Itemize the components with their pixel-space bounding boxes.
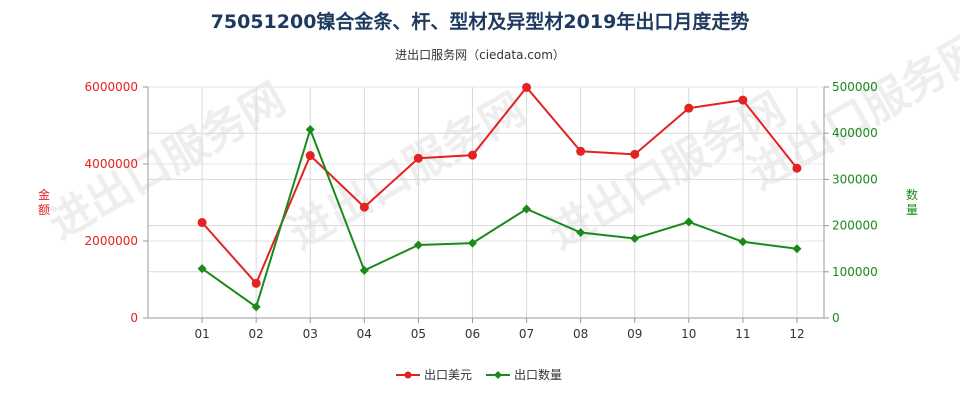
x-tick-label: 06 xyxy=(465,327,480,341)
series-line-export-quantity xyxy=(201,126,798,309)
x-tick-label: 12 xyxy=(789,327,804,341)
x-tick-label: 11 xyxy=(735,327,750,341)
data-point-export-usd[interactable] xyxy=(413,153,423,163)
legend-marker-export-quantity[interactable] xyxy=(494,371,502,379)
y-right-tick-label: 300000 xyxy=(832,172,878,186)
y-left-tick-label: 4000000 xyxy=(85,157,138,171)
legend[interactable]: 出口美元 出口数量 xyxy=(396,367,562,382)
legend-marker-export-usd[interactable] xyxy=(404,371,412,379)
data-point-export-quantity[interactable] xyxy=(792,244,802,254)
data-point-export-quantity[interactable] xyxy=(684,217,694,227)
data-point-export-quantity[interactable] xyxy=(413,240,423,250)
data-point-export-usd[interactable] xyxy=(197,218,207,228)
axes: 0 2000000 4000000 6000000 0 100000 200000 30000… xyxy=(38,80,918,341)
data-point-export-usd[interactable] xyxy=(359,202,369,212)
watermark-text: 进出口服务网 xyxy=(280,83,534,259)
y-left-tick-label: 2000000 xyxy=(85,234,138,248)
data-point-export-usd[interactable] xyxy=(467,150,477,160)
data-point-export-usd[interactable] xyxy=(305,151,315,161)
y-right-axis-title: 数量 xyxy=(906,187,918,217)
x-tick-label: 01 xyxy=(194,327,209,341)
series-line-export-usd xyxy=(201,85,798,286)
data-point-export-quantity[interactable] xyxy=(576,228,586,238)
x-tick-label: 09 xyxy=(627,327,642,341)
data-point-export-usd[interactable] xyxy=(630,149,640,159)
data-point-export-quantity[interactable] xyxy=(359,265,369,275)
chart-subtitle: 进出口服务网（ciedata.com） xyxy=(395,48,565,62)
y-left-tick-label: 0 xyxy=(130,311,138,325)
data-point-export-quantity[interactable] xyxy=(197,264,207,274)
data-point-export-quantity[interactable] xyxy=(522,204,532,214)
data-point-export-usd[interactable] xyxy=(684,103,694,113)
x-tick-label: 08 xyxy=(573,327,588,341)
x-tick-label: 03 xyxy=(303,327,318,341)
data-point-export-quantity[interactable] xyxy=(630,234,640,244)
y-left-tick-label: 6000000 xyxy=(85,80,138,94)
y-left-axis-title: 金额 xyxy=(38,187,50,217)
x-tick-label: 04 xyxy=(357,327,372,341)
x-tick-label: 07 xyxy=(519,327,534,341)
x-tick-label: 05 xyxy=(411,327,426,341)
legend-label-export-quantity[interactable]: 出口数量 xyxy=(514,367,562,382)
y-right-tick-label: 200000 xyxy=(832,219,878,233)
data-point-export-usd[interactable] xyxy=(792,163,802,173)
series-layer xyxy=(197,82,802,312)
y-right-tick-label: 0 xyxy=(832,311,840,325)
chart-title: 75051200镍合金条、杆、型材及异型材2019年出口月度走势 xyxy=(210,11,750,33)
data-point-export-quantity[interactable] xyxy=(251,302,261,312)
y-right-tick-label: 500000 xyxy=(832,80,878,94)
legend-label-export-usd[interactable]: 出口美元 xyxy=(424,368,472,382)
data-point-export-quantity[interactable] xyxy=(467,238,477,248)
data-point-export-quantity[interactable] xyxy=(305,125,315,135)
y-right-tick-label: 100000 xyxy=(832,265,878,279)
y-right-tick-label: 400000 xyxy=(832,126,878,140)
data-point-export-usd[interactable] xyxy=(251,278,261,288)
data-point-export-quantity[interactable] xyxy=(738,237,748,247)
data-point-export-usd[interactable] xyxy=(738,95,748,105)
data-point-export-usd[interactable] xyxy=(522,82,532,92)
x-tick-label: 02 xyxy=(249,327,264,341)
data-point-export-usd[interactable] xyxy=(576,146,586,156)
x-tick-label: 10 xyxy=(681,327,696,341)
